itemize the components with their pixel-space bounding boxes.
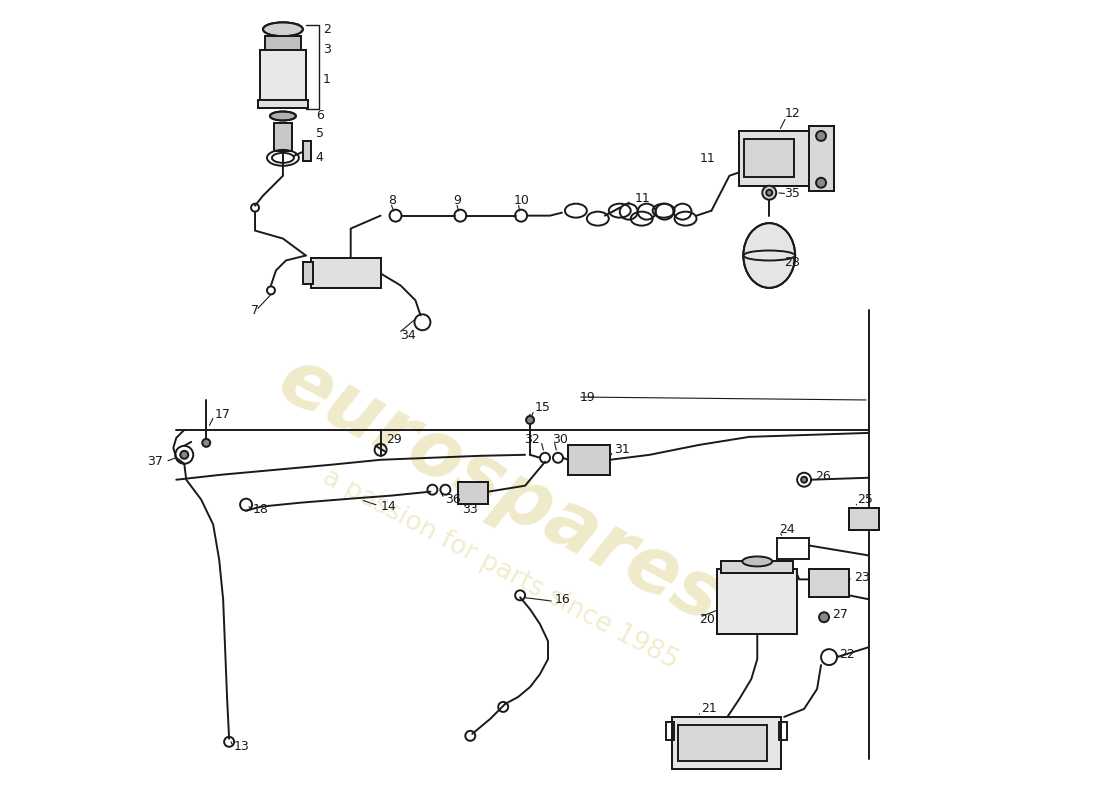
Text: 23: 23 xyxy=(854,571,870,584)
Text: 18: 18 xyxy=(253,503,268,516)
Circle shape xyxy=(816,178,826,188)
Ellipse shape xyxy=(270,111,296,121)
Text: 9: 9 xyxy=(453,194,461,207)
Bar xyxy=(260,50,306,102)
Text: 35: 35 xyxy=(784,187,800,200)
Bar xyxy=(302,141,311,161)
Bar xyxy=(672,717,781,769)
Text: 7: 7 xyxy=(251,304,258,317)
Text: 10: 10 xyxy=(514,194,530,207)
Bar xyxy=(666,722,673,740)
Bar xyxy=(739,131,810,186)
Bar xyxy=(265,36,301,50)
Text: 29: 29 xyxy=(386,434,403,446)
Text: 4: 4 xyxy=(316,151,323,164)
Ellipse shape xyxy=(744,223,795,288)
Bar xyxy=(849,508,879,530)
Bar xyxy=(459,482,488,504)
Bar xyxy=(302,141,311,161)
Bar xyxy=(311,258,381,288)
Text: eurospares: eurospares xyxy=(265,341,735,638)
Text: 15: 15 xyxy=(535,402,551,414)
Bar xyxy=(672,717,781,769)
Bar xyxy=(810,570,849,598)
Circle shape xyxy=(816,131,826,141)
Text: 30: 30 xyxy=(552,434,568,446)
Bar xyxy=(568,445,609,474)
Bar xyxy=(717,570,798,634)
Circle shape xyxy=(801,477,807,482)
Bar xyxy=(810,570,849,598)
Text: 33: 33 xyxy=(462,503,478,516)
Text: 34: 34 xyxy=(400,329,416,342)
Bar xyxy=(302,262,312,285)
Bar xyxy=(778,538,810,559)
Circle shape xyxy=(526,416,535,424)
Text: 6: 6 xyxy=(316,110,323,122)
Text: 26: 26 xyxy=(815,470,830,483)
Text: 17: 17 xyxy=(216,409,231,422)
Text: 31: 31 xyxy=(614,443,629,456)
Bar xyxy=(810,126,834,190)
Text: 11: 11 xyxy=(700,152,715,166)
Text: 19: 19 xyxy=(580,390,595,403)
Bar xyxy=(745,139,794,177)
Text: 11: 11 xyxy=(635,192,650,206)
Text: 5: 5 xyxy=(316,127,323,141)
Text: 12: 12 xyxy=(784,107,800,121)
Circle shape xyxy=(762,186,777,200)
Text: 37: 37 xyxy=(147,455,163,468)
Circle shape xyxy=(767,190,772,196)
Text: 1: 1 xyxy=(322,73,331,86)
Text: 13: 13 xyxy=(234,740,250,754)
Bar xyxy=(459,482,488,504)
Circle shape xyxy=(202,439,210,447)
Bar xyxy=(311,258,381,288)
Text: 22: 22 xyxy=(839,648,855,661)
Text: 28: 28 xyxy=(784,256,800,269)
Bar xyxy=(722,562,793,574)
Text: 2: 2 xyxy=(322,22,331,36)
Text: 20: 20 xyxy=(700,613,715,626)
Bar xyxy=(568,445,609,474)
Bar xyxy=(302,262,312,285)
Bar xyxy=(722,562,793,574)
Bar xyxy=(717,570,798,634)
Circle shape xyxy=(820,612,829,622)
Bar xyxy=(260,50,306,102)
Bar xyxy=(810,126,834,190)
Text: 21: 21 xyxy=(702,702,717,715)
Text: 32: 32 xyxy=(525,434,540,446)
Text: 27: 27 xyxy=(832,608,848,621)
Bar xyxy=(739,131,810,186)
Text: 24: 24 xyxy=(779,523,795,536)
Text: 3: 3 xyxy=(322,42,331,56)
Text: 8: 8 xyxy=(388,194,397,207)
Text: 14: 14 xyxy=(381,500,396,513)
Ellipse shape xyxy=(263,22,302,36)
Text: a passion for parts since 1985: a passion for parts since 1985 xyxy=(318,464,682,674)
Bar xyxy=(678,725,767,761)
Bar xyxy=(779,722,788,740)
Bar xyxy=(265,36,301,50)
Bar xyxy=(274,123,292,151)
Text: 25: 25 xyxy=(857,493,872,506)
Text: 16: 16 xyxy=(556,593,571,606)
Ellipse shape xyxy=(742,557,772,566)
Circle shape xyxy=(180,451,188,458)
Bar xyxy=(849,508,879,530)
Text: 36: 36 xyxy=(446,493,461,506)
Bar xyxy=(258,100,308,108)
Bar xyxy=(274,123,292,151)
Bar xyxy=(258,100,308,108)
